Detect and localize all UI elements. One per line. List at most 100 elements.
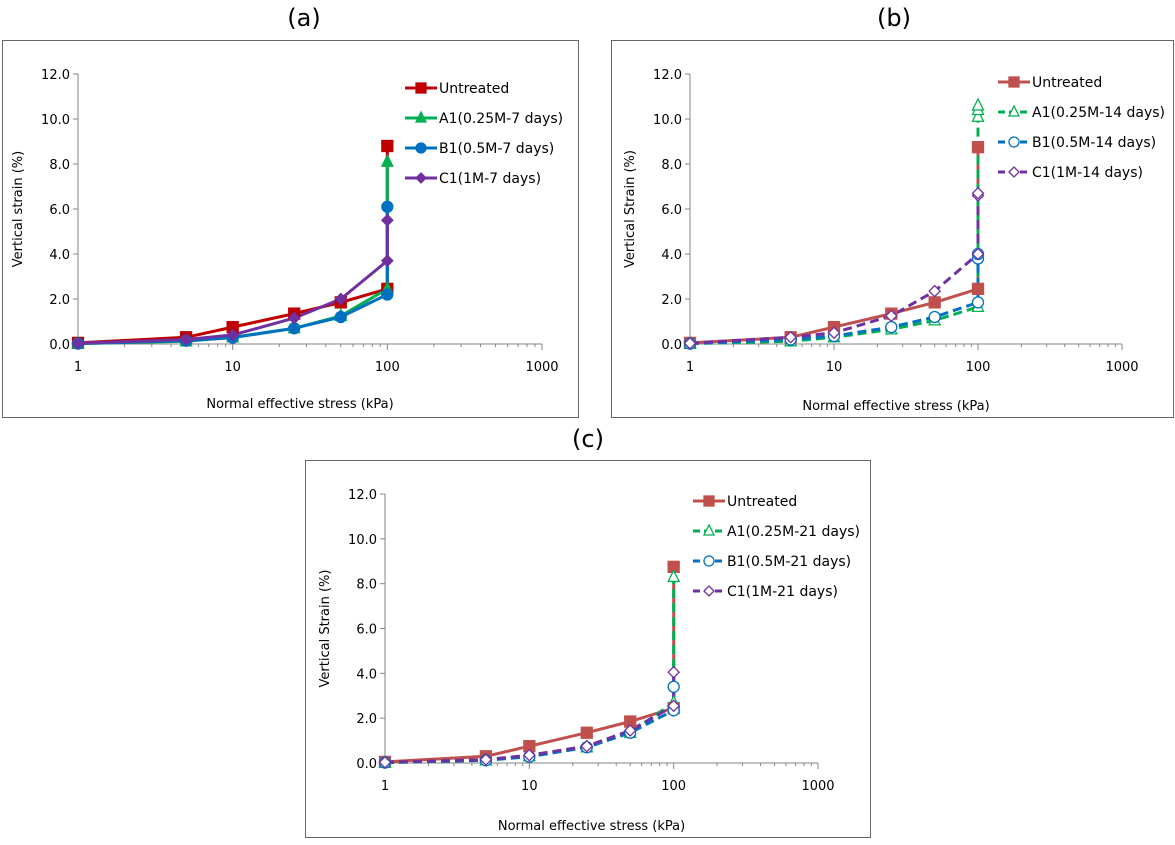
- y-tick-label: 2.0: [356, 712, 377, 727]
- data-point-series-0: [381, 139, 394, 153]
- legend-marker-3: [415, 172, 427, 184]
- y-tick-label: 8.0: [49, 158, 70, 173]
- y-tick-label: 6.0: [356, 623, 377, 638]
- chart-frame-c: [305, 460, 871, 838]
- data-point-series-1: [667, 568, 681, 583]
- data-point-series-3: [179, 333, 193, 346]
- legend-label-3: C1(1M-21 days): [727, 584, 838, 600]
- y-tick-label: 6.0: [49, 203, 70, 218]
- data-point-series-3: [522, 748, 536, 762]
- legend-marker-2: [1008, 136, 1020, 148]
- legend-marker-3: [703, 585, 715, 597]
- data-point-series-0: [971, 282, 985, 296]
- legend-label-3: C1(1M-14 days): [1032, 165, 1143, 181]
- y-tick-label: 4.0: [356, 667, 377, 682]
- x-tick-label: 100: [661, 779, 686, 794]
- data-point-series-3: [287, 311, 301, 325]
- data-point-series-1: [971, 97, 985, 111]
- panel-label-c: (c): [572, 425, 604, 453]
- chart-b: 0.0 2.0 4.0 6.0 8.0 10.0 12.0 1 10 100 1000 Normal …: [623, 68, 1165, 414]
- y-tick-label: 6.0: [661, 203, 682, 218]
- y-tick-label: 12.0: [348, 488, 377, 503]
- legend-label-2: B1(0.5M-21 days): [727, 554, 851, 570]
- x-tick-label: 10: [521, 779, 538, 794]
- y-tick-label: 2.0: [49, 293, 70, 308]
- data-point-series-3: [827, 326, 841, 340]
- data-point-series-2: [885, 320, 898, 334]
- data-point-series-2: [381, 288, 394, 301]
- legend-marker-1: [414, 110, 428, 123]
- data-point-series-3: [623, 724, 637, 737]
- y-tick-label: 10.0: [348, 533, 377, 548]
- x-tick-label: 1000: [525, 360, 558, 375]
- series-line-3: [689, 193, 980, 345]
- legend-marker-2: [703, 555, 715, 567]
- y-tick-label: 4.0: [49, 248, 70, 263]
- data-point-series-3: [226, 328, 240, 342]
- x-axis-title: Normal effective stress (kPa): [206, 397, 393, 412]
- data-point-series-3: [334, 292, 348, 306]
- panel-label-a: (a): [287, 4, 321, 32]
- x-tick-label: 10: [826, 360, 843, 375]
- legend-label-0: Untreated: [727, 494, 797, 510]
- data-point-series-0: [928, 296, 941, 309]
- legend-label-1: A1(0.25M-7 days): [439, 111, 563, 127]
- legend-label-3: C1(1M-7 days): [439, 171, 541, 187]
- legend-marker-2: [415, 142, 427, 154]
- x-tick-label: 1000: [1105, 360, 1138, 375]
- data-point-series-3: [380, 213, 394, 227]
- data-point-series-0: [580, 726, 593, 739]
- y-tick-label: 2.0: [661, 293, 682, 308]
- data-point-series-2: [667, 680, 680, 693]
- legend-marker-0: [1008, 76, 1020, 88]
- y-tick-label: 12.0: [41, 68, 70, 83]
- y-tick-label: 12.0: [653, 68, 682, 83]
- chart-frame-a: [2, 40, 579, 418]
- y-tick-label: 8.0: [356, 578, 377, 593]
- y-tick-label: 8.0: [661, 158, 682, 173]
- data-point-series-3: [580, 739, 594, 753]
- data-point-series-3: [884, 309, 898, 323]
- y-axis-title: Vertical strain (%): [11, 151, 26, 267]
- y-tick-label: 4.0: [661, 248, 682, 263]
- y-axis-title: Vertical Strain (%): [318, 570, 333, 688]
- y-axis-title: Vertical Strain (%): [623, 150, 638, 268]
- data-point-series-3: [971, 186, 985, 200]
- y-tick-label: 10.0: [41, 113, 70, 128]
- legend-marker-3: [1008, 166, 1020, 178]
- data-point-series-3: [667, 699, 681, 713]
- data-point-series-2: [928, 310, 941, 324]
- legend-marker-1: [702, 523, 716, 536]
- legend-label-2: B1(0.5M-14 days): [1032, 135, 1156, 151]
- data-point-series-1: [380, 153, 394, 167]
- data-point-series-0: [971, 140, 985, 154]
- data-point-series-3: [378, 755, 392, 769]
- x-tick-label: 10: [224, 360, 241, 375]
- legend-label-0: Untreated: [1032, 75, 1102, 91]
- data-point-series-3: [683, 336, 697, 350]
- x-tick-label: 100: [375, 360, 400, 375]
- chart-frame-b: [611, 40, 1174, 418]
- x-tick-label: 1: [74, 360, 82, 375]
- series-line-2: [689, 254, 980, 346]
- chart-a: 0.0 2.0 4.0 6.0 8.0 10.0 12.0 1 10 100 1000 Normal …: [11, 68, 563, 412]
- y-tick-label: 10.0: [653, 113, 682, 128]
- data-point-series-1: [971, 108, 985, 122]
- data-point-series-3: [928, 284, 942, 298]
- y-tick-label: 0.0: [49, 338, 70, 353]
- x-tick-label: 1000: [801, 779, 834, 794]
- y-tick-label: 0.0: [356, 757, 377, 772]
- x-tick-label: 100: [966, 360, 991, 375]
- legend-label-1: A1(0.25M-14 days): [1032, 105, 1165, 121]
- legend-marker-0: [415, 82, 427, 94]
- legend-label-1: A1(0.25M-21 days): [727, 524, 860, 540]
- data-point-series-3: [479, 753, 493, 767]
- x-axis-title: Normal effective stress (kPa): [802, 399, 989, 414]
- panel-label-b: (b): [877, 4, 911, 32]
- data-point-series-2: [971, 296, 985, 309]
- chart-c: 0.0 2.0 4.0 6.0 8.0 10.0 12.0 1 10 100 1000 Normal …: [318, 488, 860, 834]
- y-tick-label: 0.0: [661, 338, 682, 353]
- legend-marker-1: [1007, 104, 1021, 117]
- legend-label-2: B1(0.5M-7 days): [439, 141, 554, 157]
